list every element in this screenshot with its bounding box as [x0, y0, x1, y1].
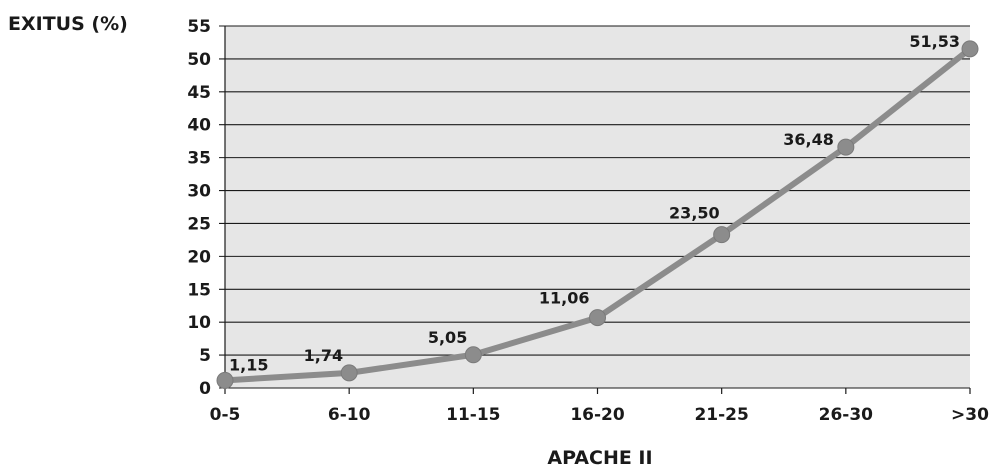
- y-tick-label: 55: [187, 17, 211, 37]
- y-axis-ticks: 0 5 10 15 20 25 30 35 40 45 50 55: [187, 17, 211, 399]
- data-label: 23,50: [669, 204, 720, 223]
- data-point: [837, 138, 855, 156]
- y-tick-label: 40: [187, 116, 211, 136]
- data-point: [216, 371, 234, 389]
- data-label: 1,15: [229, 355, 268, 374]
- data-point: [713, 226, 731, 244]
- x-tick-label: 6-10: [328, 405, 371, 425]
- x-tick-label: 0-5: [210, 405, 241, 425]
- data-labels: 1,15 1,74 5,05 11,06 23,50 36,48 51,53: [229, 32, 960, 375]
- y-axis-title: EXITUS (%): [8, 13, 128, 35]
- x-axis-ticks: 0-5 6-10 11-15 16-20 21-25 26-30 >30: [210, 388, 989, 425]
- x-tick-label: >30: [951, 405, 989, 425]
- y-tick-label: 10: [187, 313, 211, 333]
- data-point: [464, 346, 482, 364]
- data-point: [340, 364, 358, 382]
- y-tick-label: 30: [187, 182, 211, 202]
- y-tick-label: 15: [187, 280, 211, 300]
- y-tick-label: 35: [187, 149, 211, 169]
- x-tick-label: 21-25: [694, 405, 748, 425]
- x-tick-label: 26-30: [819, 405, 874, 425]
- y-tick-label: 25: [187, 214, 211, 234]
- y-tick-label: 0: [199, 379, 211, 399]
- data-label: 5,05: [428, 328, 467, 347]
- x-tick-label: 11-15: [446, 405, 500, 425]
- y-tick-label: 20: [187, 247, 211, 267]
- x-axis-title: APACHE II: [547, 447, 652, 469]
- y-tick-label: 50: [187, 50, 211, 70]
- y-tick-label: 45: [187, 83, 211, 103]
- data-points: [216, 40, 979, 389]
- data-point: [961, 40, 979, 58]
- plot-area: [225, 26, 970, 388]
- data-label: 36,48: [783, 130, 834, 149]
- y-tick-label: 5: [199, 346, 211, 366]
- data-label: 1,74: [304, 346, 343, 365]
- gridlines: [219, 25, 970, 389]
- x-tick-label: 16-20: [570, 405, 625, 425]
- data-label: 11,06: [539, 289, 590, 308]
- data-point: [589, 309, 606, 327]
- data-label: 51,53: [909, 32, 960, 51]
